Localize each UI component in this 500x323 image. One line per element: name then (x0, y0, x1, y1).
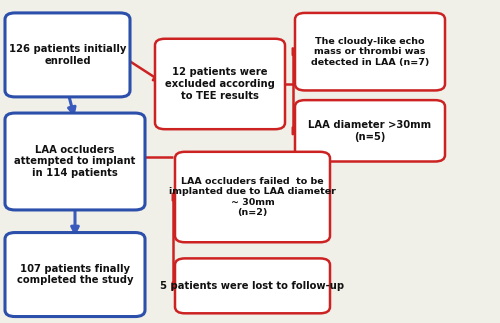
FancyBboxPatch shape (175, 152, 330, 242)
Text: 107 patients finally
completed the study: 107 patients finally completed the study (17, 264, 133, 285)
Text: LAA occluders failed  to be
implanted due to LAA diameter
~ 30mm
(n=2): LAA occluders failed to be implanted due… (169, 177, 336, 217)
Text: LAA occluders
attempted to implant
in 114 patients: LAA occluders attempted to implant in 11… (14, 145, 136, 178)
FancyBboxPatch shape (155, 39, 285, 129)
FancyBboxPatch shape (5, 13, 130, 97)
Text: 126 patients initially
enrolled: 126 patients initially enrolled (9, 44, 126, 66)
Text: 5 patients were lost to follow-up: 5 patients were lost to follow-up (160, 281, 344, 291)
Text: LAA diameter >30mm
(n=5): LAA diameter >30mm (n=5) (308, 120, 432, 141)
FancyBboxPatch shape (295, 100, 445, 162)
FancyBboxPatch shape (5, 233, 145, 317)
FancyBboxPatch shape (175, 258, 330, 313)
FancyBboxPatch shape (295, 13, 445, 90)
Text: 12 patients were
excluded according
to TEE results: 12 patients were excluded according to T… (165, 68, 275, 100)
FancyBboxPatch shape (5, 113, 145, 210)
Text: The cloudy-like echo
mass or thrombi was
detected in LAA (n=7): The cloudy-like echo mass or thrombi was… (311, 37, 429, 67)
